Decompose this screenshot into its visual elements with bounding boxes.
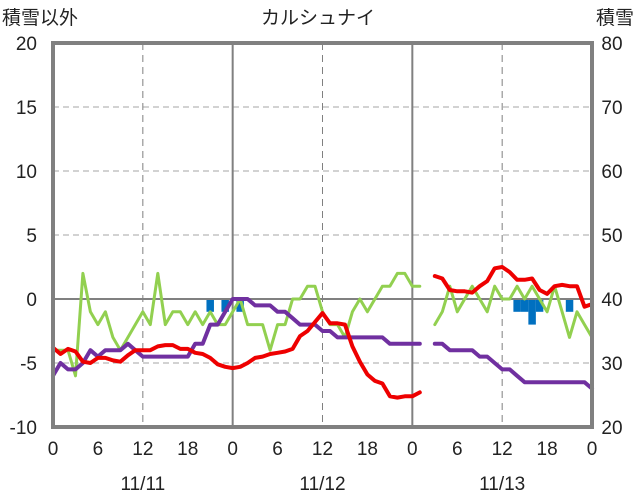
x-tick-label: 6 [452, 439, 463, 460]
temperature-line [432, 265, 594, 309]
x-tick-label: 0 [227, 439, 238, 460]
series-lines [51, 265, 594, 400]
temperature-line [51, 311, 422, 400]
left-tick-label: 10 [16, 162, 37, 183]
x-tick-label: 18 [357, 439, 378, 460]
right-tick-label: 20 [601, 418, 622, 439]
chart-title: カルシュナイ [261, 7, 375, 29]
grid-lines [53, 43, 592, 427]
snow-depth-line [51, 297, 422, 378]
x-tick-labels: 0 6 12 18 0 6 12 18 0 6 12 18 0 [48, 439, 598, 460]
left-axis-label: 積雪以外 [2, 7, 78, 29]
x-tick-label: 12 [132, 439, 153, 460]
right-tick-labels: 80 70 60 50 40 30 20 [601, 34, 622, 439]
right-tick-label: 60 [601, 162, 622, 183]
precipitation-bar [535, 299, 544, 312]
date-labels: 11/11 11/12 11/13 [120, 474, 525, 495]
x-tick-label: 6 [272, 439, 283, 460]
x-tick-label: 0 [407, 439, 418, 460]
date-label: 11/11 [120, 474, 165, 495]
precipitation-bar [520, 299, 529, 312]
plot-frame [51, 41, 594, 429]
precipitation-bar [221, 299, 229, 312]
left-tick-label: -10 [10, 418, 37, 439]
right-tick-label: 50 [601, 226, 622, 247]
x-tick-label: 18 [177, 439, 198, 460]
snow-depth-line [432, 341, 594, 391]
precipitation-bar [565, 299, 574, 312]
x-tick-label: 12 [492, 439, 513, 460]
left-tick-label: 20 [16, 34, 37, 55]
precipitation-bar [513, 299, 521, 312]
date-label: 11/12 [299, 474, 345, 495]
precipitation-bar [236, 299, 244, 312]
right-tick-label: 40 [601, 290, 622, 311]
x-tick-label: 18 [537, 439, 558, 460]
x-tick-label: 0 [587, 439, 598, 460]
precipitation-bar [206, 299, 214, 312]
left-tick-label: 0 [26, 290, 37, 311]
date-label: 11/13 [479, 474, 525, 495]
x-tick-label: 6 [93, 439, 104, 460]
right-tick-label: 70 [601, 98, 622, 119]
right-tick-label: 30 [601, 354, 622, 375]
precipitation-bar [528, 299, 536, 325]
wind-line [51, 271, 422, 378]
precipitation-bars [206, 299, 574, 325]
x-tick-label: 12 [312, 439, 333, 460]
left-tick-labels: 20 15 10 5 0 -5 -10 [10, 34, 37, 439]
left-tick-label: 5 [26, 226, 37, 247]
left-tick-label: -5 [20, 354, 37, 375]
left-tick-label: 15 [16, 98, 37, 119]
x-tick-label: 0 [48, 439, 59, 460]
right-tick-label: 80 [601, 34, 622, 55]
right-axis-label: 積雪 [596, 7, 634, 29]
wind-line [433, 284, 594, 339]
